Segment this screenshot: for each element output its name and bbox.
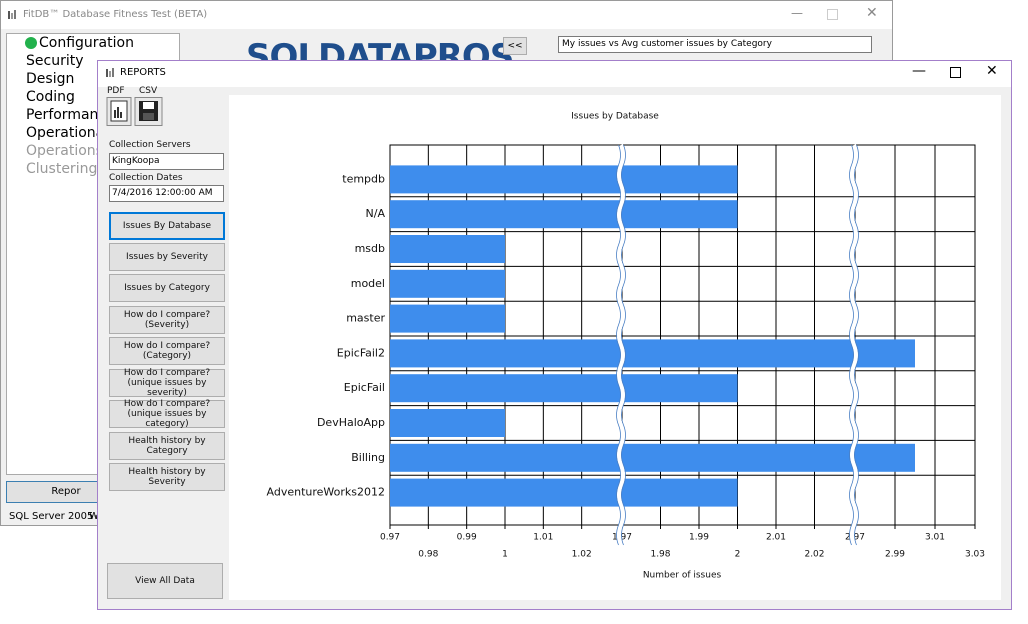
server-select[interactable]: KingKoopa	[109, 153, 224, 170]
x-tick-label: 3.03	[965, 550, 985, 560]
x-tick-label: 2.01	[766, 533, 786, 543]
x-tick-label: 2.99	[885, 550, 905, 560]
bar	[390, 200, 738, 229]
chart: Issues by Database Number of issues 0.97…	[267, 112, 986, 581]
report-button[interactable]: How do I compare? (Severity)	[109, 306, 225, 334]
minimize[interactable]: —	[791, 6, 803, 20]
bar	[390, 235, 505, 263]
date-select[interactable]: 7/4/2016 12:00:00 AM	[109, 185, 224, 202]
minimize[interactable]: —	[912, 63, 926, 79]
tree-item[interactable]: Performance	[26, 107, 115, 123]
tree-item[interactable]: Design	[26, 71, 75, 87]
x-tick-label: 1.02	[572, 550, 592, 560]
tree-item[interactable]: Configuration	[39, 35, 134, 51]
report-button[interactable]: How do I compare? (unique issues by cate…	[109, 399, 225, 429]
x-tick-label: 1.99	[689, 533, 709, 543]
close[interactable]: ✕	[986, 63, 998, 79]
report-button[interactable]: Issues by Severity	[109, 243, 225, 271]
x-axis-label: Number of issues	[643, 571, 722, 581]
y-tick-label: Billing	[351, 451, 385, 464]
pdf-label: PDF	[107, 86, 125, 96]
bar	[390, 443, 915, 472]
maximize[interactable]	[827, 9, 838, 20]
csv-label: CSV	[139, 86, 158, 96]
x-tick-label: 0.99	[457, 533, 477, 543]
report-select[interactable]: My issues vs Avg customer issues by Cate…	[558, 36, 872, 53]
dates-label: Collection Dates	[109, 173, 183, 183]
x-tick-label: 1	[502, 550, 508, 560]
tree-item[interactable]: Operations A	[26, 143, 117, 159]
close[interactable]: ✕	[866, 5, 878, 21]
axis-break-edge	[849, 144, 854, 546]
y-tick-label: DevHaloApp	[317, 416, 385, 429]
reports-title: REPORTS	[120, 67, 166, 78]
x-tick-label: 2	[735, 550, 741, 560]
axis-break-edge	[616, 144, 621, 546]
bar	[390, 478, 738, 507]
y-tick-label: N/A	[366, 207, 386, 220]
y-tick-label: msdb	[355, 242, 385, 255]
y-tick-label: master	[346, 312, 385, 325]
reports-titlebar	[98, 61, 1011, 87]
tree-item[interactable]: Operational	[26, 125, 109, 141]
y-tick-label: model	[351, 277, 385, 290]
report-button[interactable]: How do I compare? (Category)	[109, 337, 225, 365]
report-button[interactable]: Issues by Category	[109, 274, 225, 302]
view-all-button[interactable]: View All Data	[107, 563, 223, 599]
tree-item[interactable]: Clustering	[26, 161, 98, 177]
axis-break	[850, 144, 858, 546]
report-button[interactable]: Repor	[6, 481, 126, 503]
x-tick-label: 0.98	[418, 550, 438, 560]
bar	[390, 339, 915, 368]
x-tick-label: 3.01	[925, 533, 945, 543]
servers-label: Collection Servers	[109, 140, 191, 150]
status-text: W	[89, 511, 99, 522]
maximize[interactable]	[950, 67, 961, 78]
report-button[interactable]: Issues By Database	[109, 212, 225, 240]
app-icon	[8, 10, 16, 19]
bar	[390, 165, 738, 194]
y-tick-label: EpicFail2	[337, 346, 385, 359]
report-button[interactable]: Health history by Category	[109, 432, 225, 460]
bar	[390, 374, 738, 403]
bar	[390, 304, 505, 333]
report-button[interactable]: How do I compare? (unique issues by seve…	[109, 368, 225, 398]
tree-item[interactable]: Security	[26, 53, 84, 69]
x-tick-label: 1.01	[533, 533, 553, 543]
main-title: FitDB™ Database Fitness Test (BETA)	[23, 9, 208, 20]
check-icon	[25, 37, 37, 49]
bar	[390, 269, 505, 298]
bar	[390, 409, 505, 437]
x-tick-label: 0.97	[380, 533, 400, 543]
chart-title: Issues by Database	[571, 112, 659, 122]
y-tick-label: tempdb	[342, 172, 385, 185]
export-icons	[106, 97, 163, 126]
report-button[interactable]: Health history by Severity	[109, 463, 225, 491]
axis-break-edge	[854, 144, 859, 546]
main-titlebar	[1, 1, 892, 29]
x-tick-label: 1.98	[650, 550, 670, 560]
tree-item[interactable]: Coding	[26, 89, 75, 105]
back-button[interactable]: <<	[503, 37, 527, 55]
axis-break-edge	[621, 144, 626, 546]
y-tick-label: EpicFail	[344, 381, 385, 394]
x-tick-label: 2.02	[804, 550, 824, 560]
reports-icon	[106, 68, 114, 77]
y-tick-label: AdventureWorks2012	[267, 486, 385, 499]
axis-break	[617, 144, 625, 546]
status-text: SQL Server 2005+	[9, 511, 102, 522]
